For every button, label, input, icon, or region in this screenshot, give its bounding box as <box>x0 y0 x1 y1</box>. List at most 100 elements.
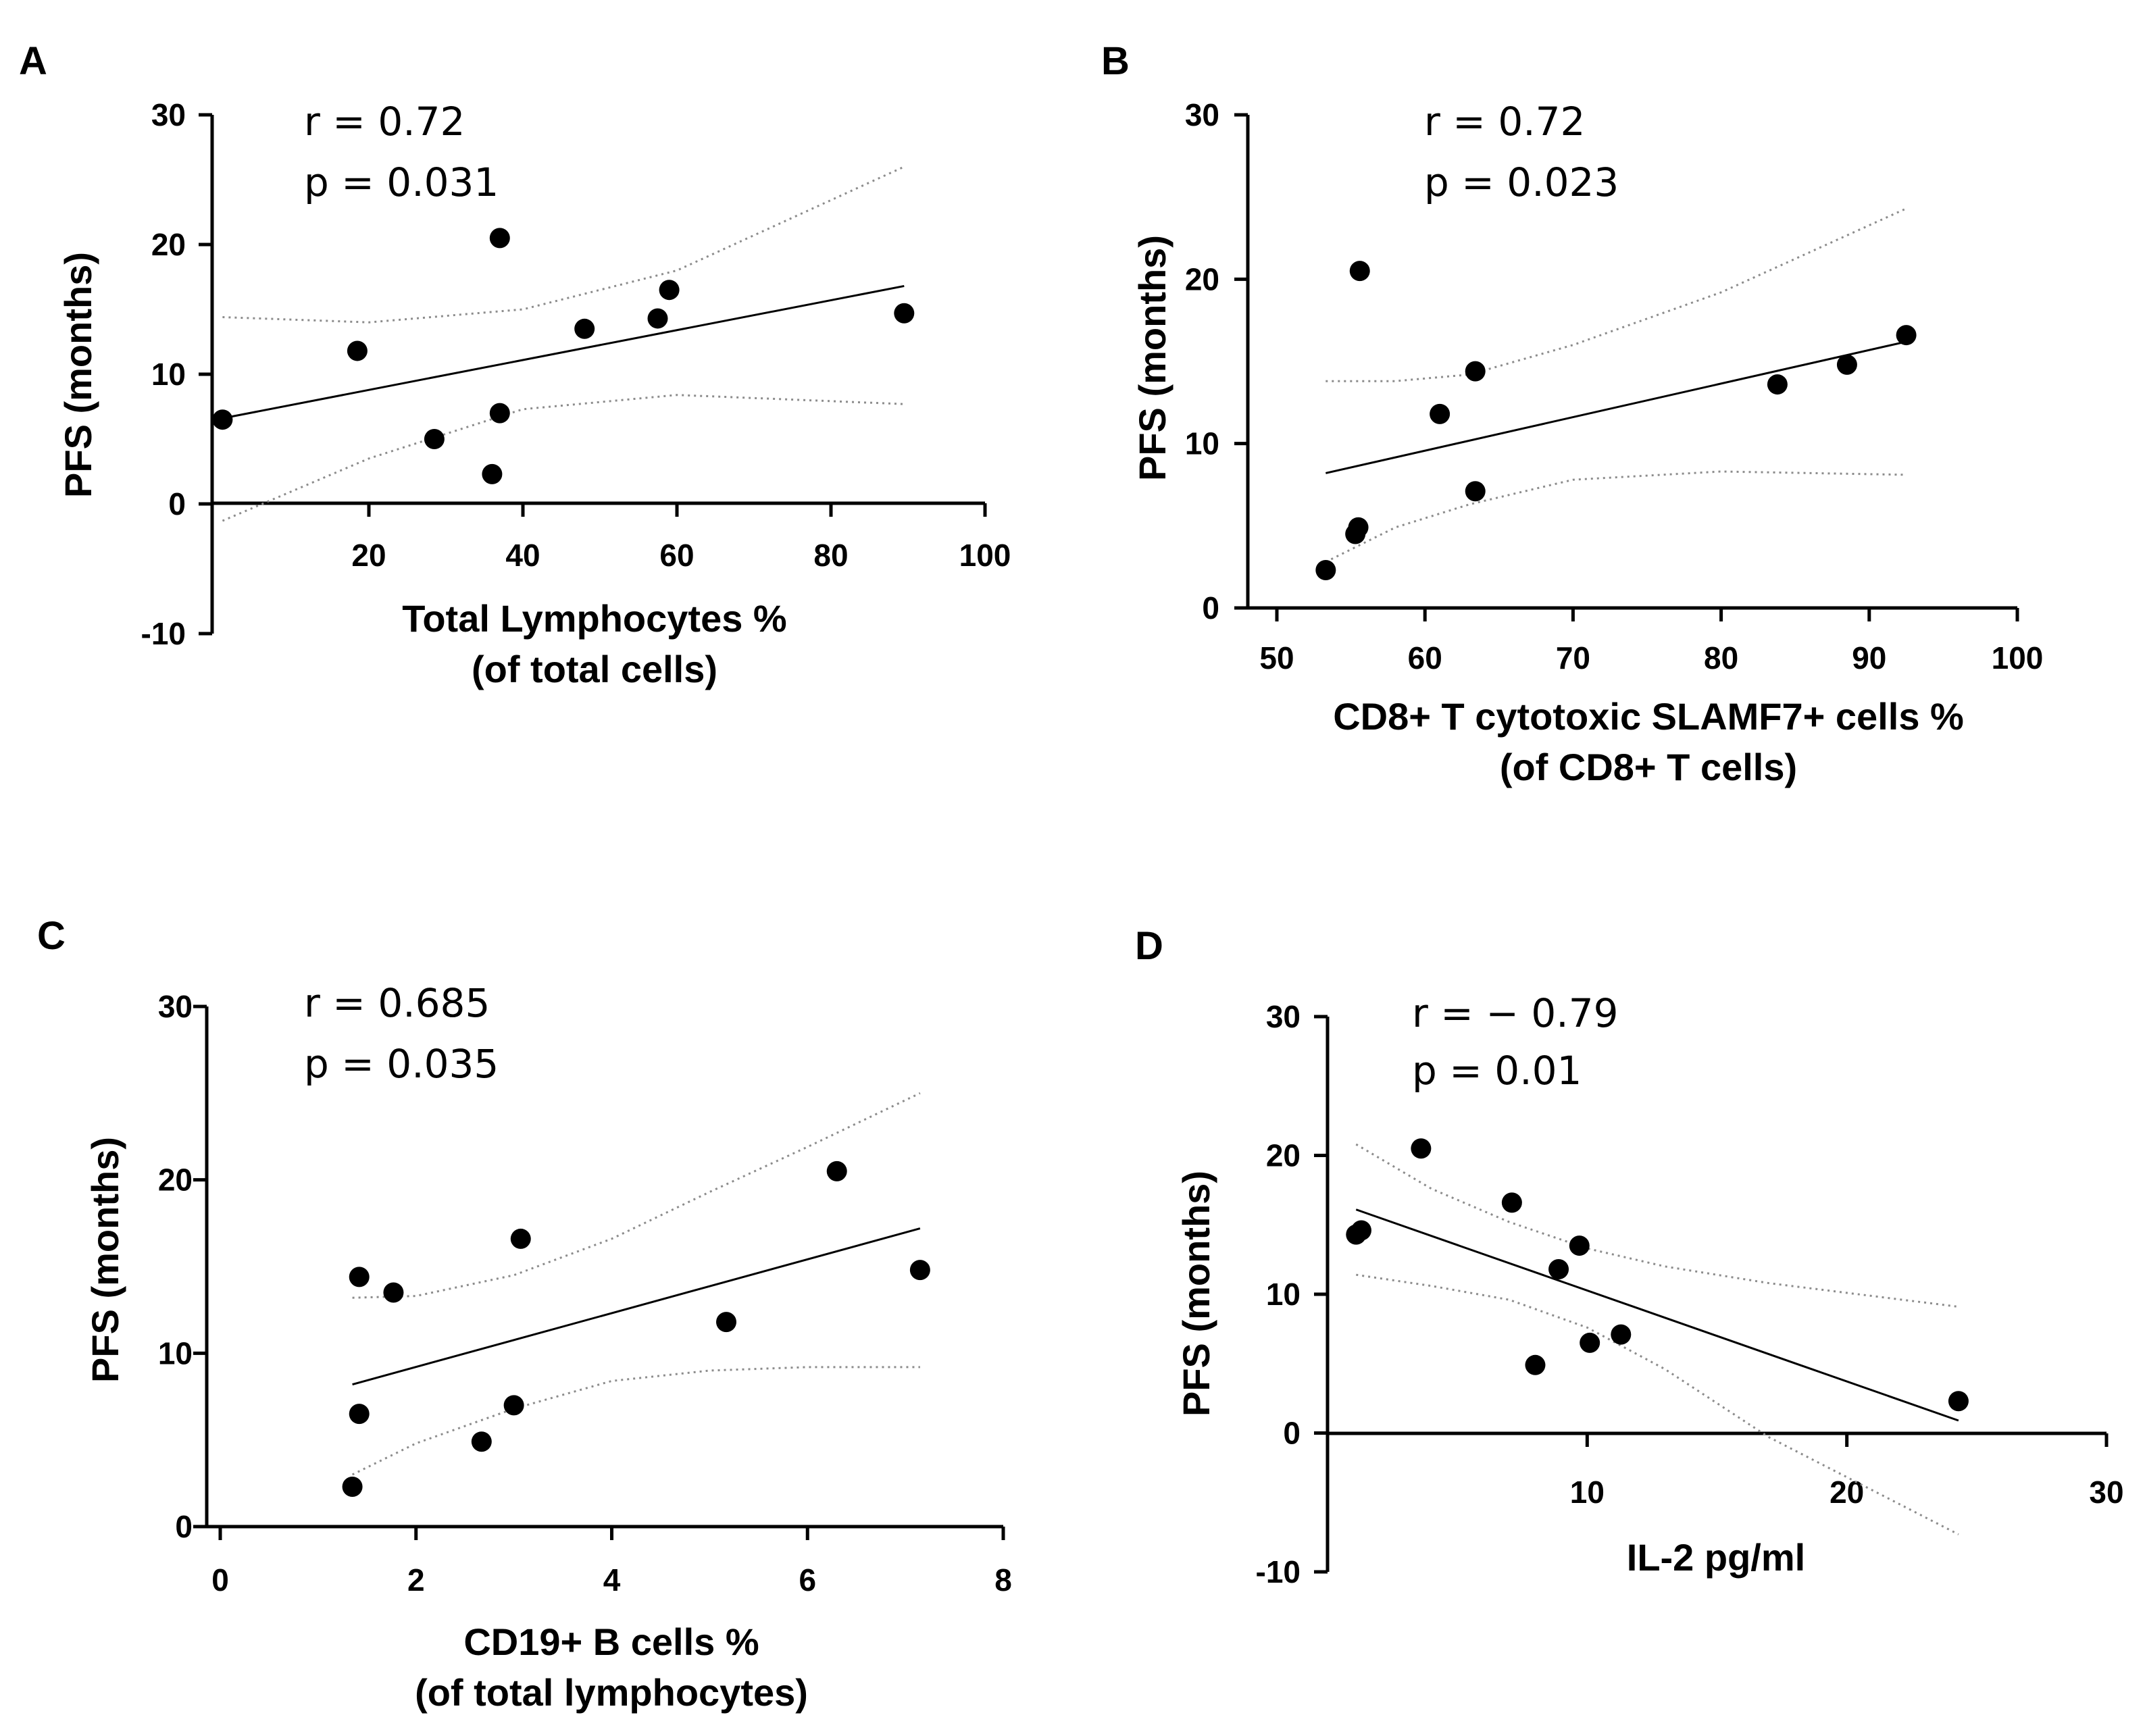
data-point <box>1948 1391 1969 1412</box>
data-point <box>489 228 510 249</box>
data-point <box>424 429 445 449</box>
panel-a: A -10 0 10 20 30 20 40 60 80 100 r = 0.72 p = 0.031 P… <box>19 39 1011 690</box>
data-point <box>894 303 915 324</box>
p-value: p = 0.031 <box>304 159 499 205</box>
panel-letter: D <box>1135 924 1163 968</box>
data-point <box>1569 1235 1590 1256</box>
x-axis-title: (of total cells) <box>472 648 717 690</box>
y-tick-label: 20 <box>158 1163 193 1198</box>
ci-lower-curve <box>1325 470 1907 563</box>
y-tick-label: 10 <box>1266 1277 1301 1312</box>
p-value: p = 0.023 <box>1424 159 1619 205</box>
x-tick-label: 2 <box>407 1562 425 1598</box>
panel-letter: A <box>19 39 47 83</box>
y-axis-title: PFS (months) <box>84 1137 126 1383</box>
data-point <box>1315 560 1336 581</box>
x-tick-label: 70 <box>1556 640 1590 675</box>
y-tick-label: 10 <box>151 357 186 392</box>
data-point <box>510 1228 531 1249</box>
regression-line <box>1326 340 1907 474</box>
data-point <box>1348 517 1369 538</box>
x-tick-label: 80 <box>813 538 848 573</box>
y-tick-label: 30 <box>1185 97 1219 132</box>
ci-lower-curve <box>1356 1273 1959 1535</box>
y-tick-label: 20 <box>1266 1138 1301 1173</box>
x-tick-label: 90 <box>1852 640 1886 675</box>
x-tick-label: 40 <box>505 538 540 573</box>
data-point <box>1430 403 1450 424</box>
data-point <box>909 1260 930 1281</box>
x-axis-title: (of CD8+ T cells) <box>1500 746 1797 788</box>
data-point <box>489 403 510 424</box>
data-point <box>342 1476 363 1497</box>
ci-upper-curve <box>222 165 905 324</box>
ci-upper-curve <box>352 1092 921 1299</box>
y-tick-label: -10 <box>1256 1554 1301 1589</box>
data-point <box>383 1282 404 1303</box>
x-tick-label: 80 <box>1704 640 1738 675</box>
y-tick-label: 20 <box>1185 261 1219 297</box>
x-axis-title: CD8+ T cytotoxic SLAMF7+ cells % <box>1333 695 1964 738</box>
r-value: r = 0.72 <box>304 99 465 145</box>
y-tick-label: 30 <box>158 989 193 1024</box>
x-tick-label: 30 <box>2089 1475 2123 1510</box>
y-tick-label: 0 <box>1202 590 1219 626</box>
regression-line <box>222 284 905 419</box>
ci-lower-curve <box>351 1366 920 1476</box>
data-point <box>1767 374 1788 395</box>
panel-letter: B <box>1101 39 1130 83</box>
x-tick-label: 50 <box>1259 640 1294 675</box>
panel-b: B 0 10 20 30 50 60 70 80 90 100 r = 0.72 p = 0.023 PF… <box>1101 39 2043 788</box>
data-point <box>1836 354 1857 375</box>
data-point <box>349 1267 370 1287</box>
data-point <box>1465 361 1486 382</box>
data-point <box>1501 1192 1522 1213</box>
data-point <box>1351 1220 1371 1241</box>
r-value: r = 0.72 <box>1424 99 1585 145</box>
x-axis-title: Total Lymphocytes % <box>402 597 786 640</box>
data-point <box>647 308 668 329</box>
y-tick-label: 10 <box>158 1335 193 1371</box>
x-axis-title: CD19+ B cells % <box>463 1620 759 1663</box>
data-point <box>574 318 595 339</box>
y-tick-label: -10 <box>141 616 186 651</box>
data-point <box>1465 481 1486 502</box>
x-tick-label: 100 <box>1992 640 2044 675</box>
data-point <box>471 1431 492 1452</box>
x-axis-title: IL-2 pg/ml <box>1627 1536 1805 1579</box>
ci-upper-curve <box>1355 1143 1959 1308</box>
data-point <box>1525 1354 1546 1375</box>
data-point <box>347 340 368 361</box>
data-point <box>1580 1332 1600 1353</box>
data-point <box>1611 1324 1632 1345</box>
data-point <box>1411 1138 1432 1159</box>
y-tick-label: 20 <box>151 227 186 262</box>
data-point <box>503 1395 524 1416</box>
x-tick-label: 10 <box>1570 1475 1605 1510</box>
data-point <box>212 409 233 430</box>
p-value: p = 0.035 <box>304 1041 499 1087</box>
data-point <box>826 1160 847 1181</box>
x-tick-label: 4 <box>603 1562 621 1598</box>
y-tick-label: 0 <box>168 486 186 521</box>
data-point <box>1349 261 1370 282</box>
data-point <box>349 1404 370 1425</box>
data-point <box>659 280 680 301</box>
r-value: r = − 0.79 <box>1412 990 1619 1036</box>
x-axis-title: (of total lymphocytes) <box>415 1671 808 1714</box>
panel-d: D -10 0 10 20 30 10 20 30 r = − 0.79 p = 0.01 PFS (… <box>1135 924 2124 1589</box>
x-tick-label: 20 <box>1829 1475 1864 1510</box>
r-value: r = 0.685 <box>304 980 490 1026</box>
x-tick-label: 100 <box>959 538 1011 573</box>
y-tick-label: 0 <box>1283 1416 1301 1451</box>
y-tick-label: 30 <box>151 97 186 132</box>
y-axis-title: PFS (months) <box>57 252 99 498</box>
y-tick-label: 30 <box>1266 999 1301 1034</box>
regression-line <box>352 1227 921 1385</box>
y-axis-title: PFS (months) <box>1131 235 1174 481</box>
data-point <box>1548 1259 1569 1280</box>
x-tick-label: 60 <box>659 538 694 573</box>
x-tick-label: 20 <box>351 538 386 573</box>
panel-c: C 0 10 20 30 0 2 4 6 8 r = 0.685 p = 0.035 PFS (mont… <box>37 914 1012 1714</box>
